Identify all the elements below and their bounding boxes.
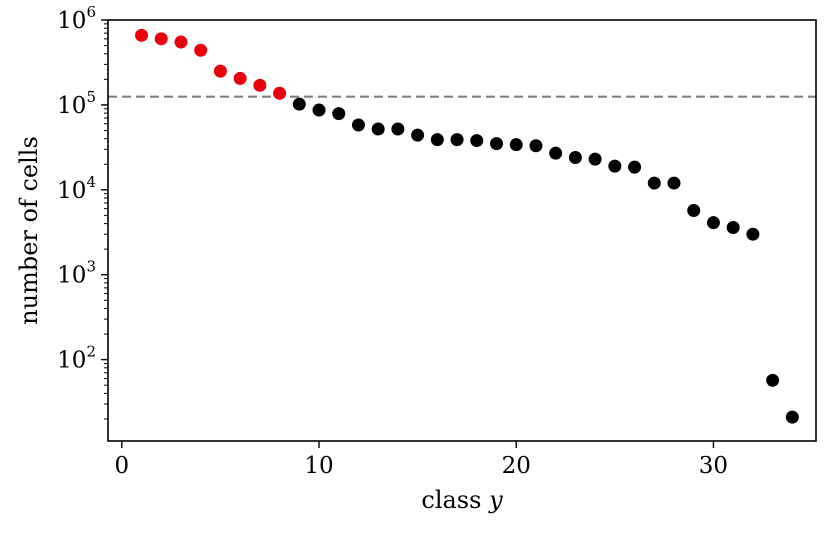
data-point: [667, 176, 681, 190]
data-point: [154, 32, 168, 46]
data-point: [233, 71, 247, 85]
data-point: [568, 151, 582, 165]
data-point: [312, 103, 326, 117]
data-point: [273, 86, 287, 100]
x-tick-label: 30: [699, 453, 728, 479]
y-tick-label: 103: [57, 258, 96, 289]
data-point: [253, 78, 267, 92]
data-point: [687, 204, 701, 218]
data-point: [549, 146, 563, 160]
y-tick-label: 106: [57, 3, 96, 34]
y-tick-label: 105: [57, 88, 96, 119]
data-point: [628, 160, 642, 174]
data-point: [726, 220, 740, 234]
y-axis-label: number of cells: [15, 136, 43, 325]
data-point: [470, 134, 484, 148]
x-tick-label: 10: [304, 453, 333, 479]
y-tick-label: 104: [57, 173, 96, 204]
axes-frame: [107, 19, 817, 442]
data-point: [647, 176, 661, 190]
x-tick-label: 20: [502, 453, 531, 479]
data-point: [490, 137, 504, 151]
data-point: [785, 410, 799, 424]
data-point: [608, 159, 622, 173]
data-point: [766, 373, 780, 387]
data-point: [174, 35, 188, 49]
x-tick-label: 0: [114, 453, 129, 479]
data-point: [746, 227, 760, 241]
y-tick-label: 102: [57, 343, 96, 374]
data-points: [135, 28, 799, 424]
data-point: [391, 122, 405, 136]
data-point: [371, 122, 385, 136]
data-point: [588, 152, 602, 166]
data-point: [450, 133, 464, 147]
y-axis-ticks: 102 103 104 105 106: [57, 3, 108, 420]
data-point: [194, 43, 208, 57]
data-point: [430, 133, 444, 147]
data-point: [529, 139, 543, 153]
data-point: [292, 97, 306, 111]
data-point: [332, 107, 346, 121]
data-point: [706, 216, 720, 230]
data-point: [411, 128, 425, 142]
data-point: [135, 28, 149, 42]
x-axis-label: class y: [421, 486, 503, 514]
x-axis-ticks: 0 10 20 30: [114, 441, 728, 479]
data-point: [351, 118, 365, 132]
data-point: [213, 64, 227, 78]
data-point: [509, 138, 523, 152]
